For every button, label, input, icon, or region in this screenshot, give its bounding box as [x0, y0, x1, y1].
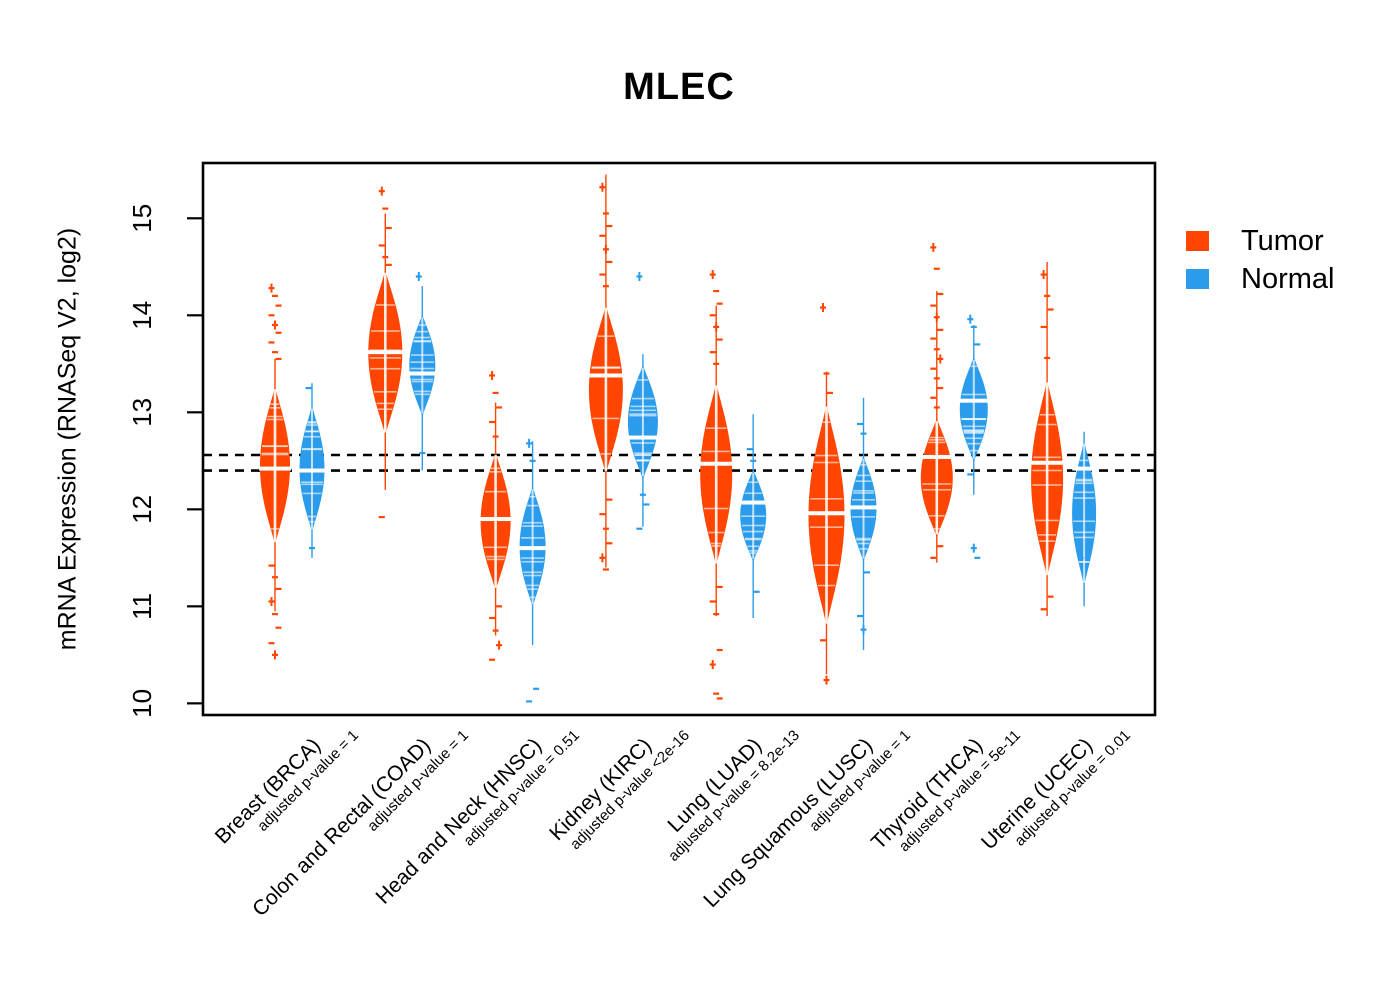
- legend-label-normal: Normal: [1241, 262, 1335, 295]
- svg-text:14: 14: [127, 301, 157, 330]
- y-axis-title: mRNA Expression (RNASeq V2, log2): [53, 227, 82, 651]
- legend-item-tumor: Tumor: [1186, 222, 1334, 260]
- tumor-swatch: [1186, 231, 1209, 251]
- svg-text:13: 13: [127, 398, 157, 427]
- legend: Tumor Normal: [1186, 222, 1334, 298]
- svg-text:15: 15: [127, 204, 157, 233]
- normal-swatch: [1186, 269, 1209, 289]
- chart-title: MLEC: [623, 66, 735, 108]
- svg-text:11: 11: [127, 593, 157, 620]
- legend-item-normal: Normal: [1186, 260, 1334, 298]
- svg-text:12: 12: [127, 495, 157, 524]
- svg-text:10: 10: [127, 689, 157, 718]
- legend-label-tumor: Tumor: [1241, 224, 1324, 257]
